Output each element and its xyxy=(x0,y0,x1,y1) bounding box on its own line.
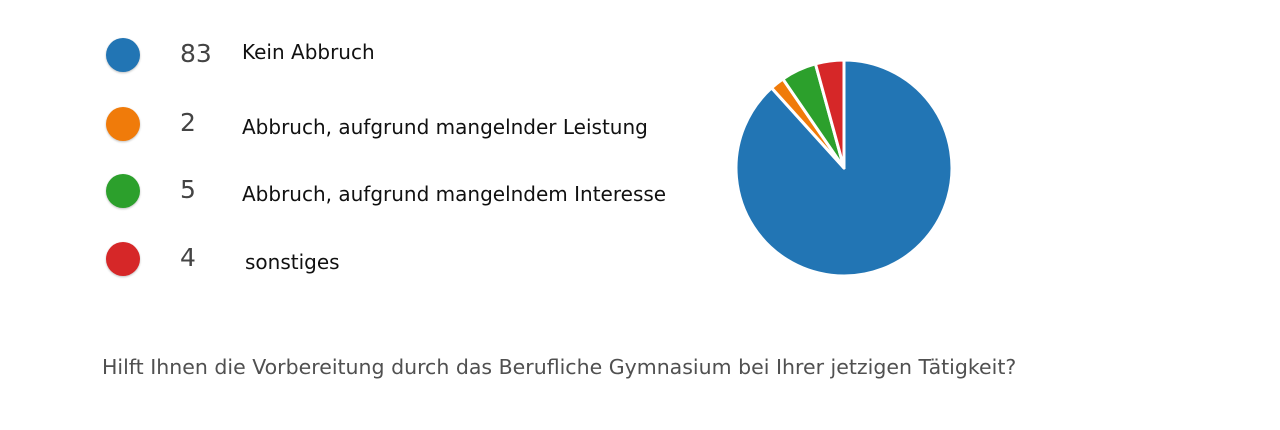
orange-dot-icon xyxy=(106,107,140,141)
legend-label: Abbruch, aufgrund mangelnder Leistung xyxy=(242,115,648,139)
red-dot-icon xyxy=(106,242,140,276)
pie-slice-sonstiges xyxy=(813,58,846,170)
legend-label: Kein Abbruch xyxy=(242,40,375,64)
question-text: Hilft Ihnen die Vorbereitung durch das B… xyxy=(102,355,1017,379)
legend-item-kein-abbruch: 83 Kein Abbruch xyxy=(0,36,700,76)
legend-item-abbruch-leistung: 2 Abbruch, aufgrund mangelnder Leistung xyxy=(0,105,700,145)
legend-count: 4 xyxy=(180,243,196,272)
legend-label: sonstiges xyxy=(245,250,340,274)
legend-item-sonstiges: 4 sonstiges xyxy=(0,240,700,280)
legend-count: 83 xyxy=(180,39,212,68)
legend-item-abbruch-interesse: 5 Abbruch, aufgrund mangelndem Interesse xyxy=(0,172,700,212)
pie-chart xyxy=(734,58,954,278)
legend-label: Abbruch, aufgrund mangelndem Interesse xyxy=(242,182,667,206)
blue-dot-icon xyxy=(106,38,140,72)
legend-count: 2 xyxy=(180,108,196,137)
green-dot-icon xyxy=(106,174,140,208)
legend-count: 5 xyxy=(180,175,196,204)
